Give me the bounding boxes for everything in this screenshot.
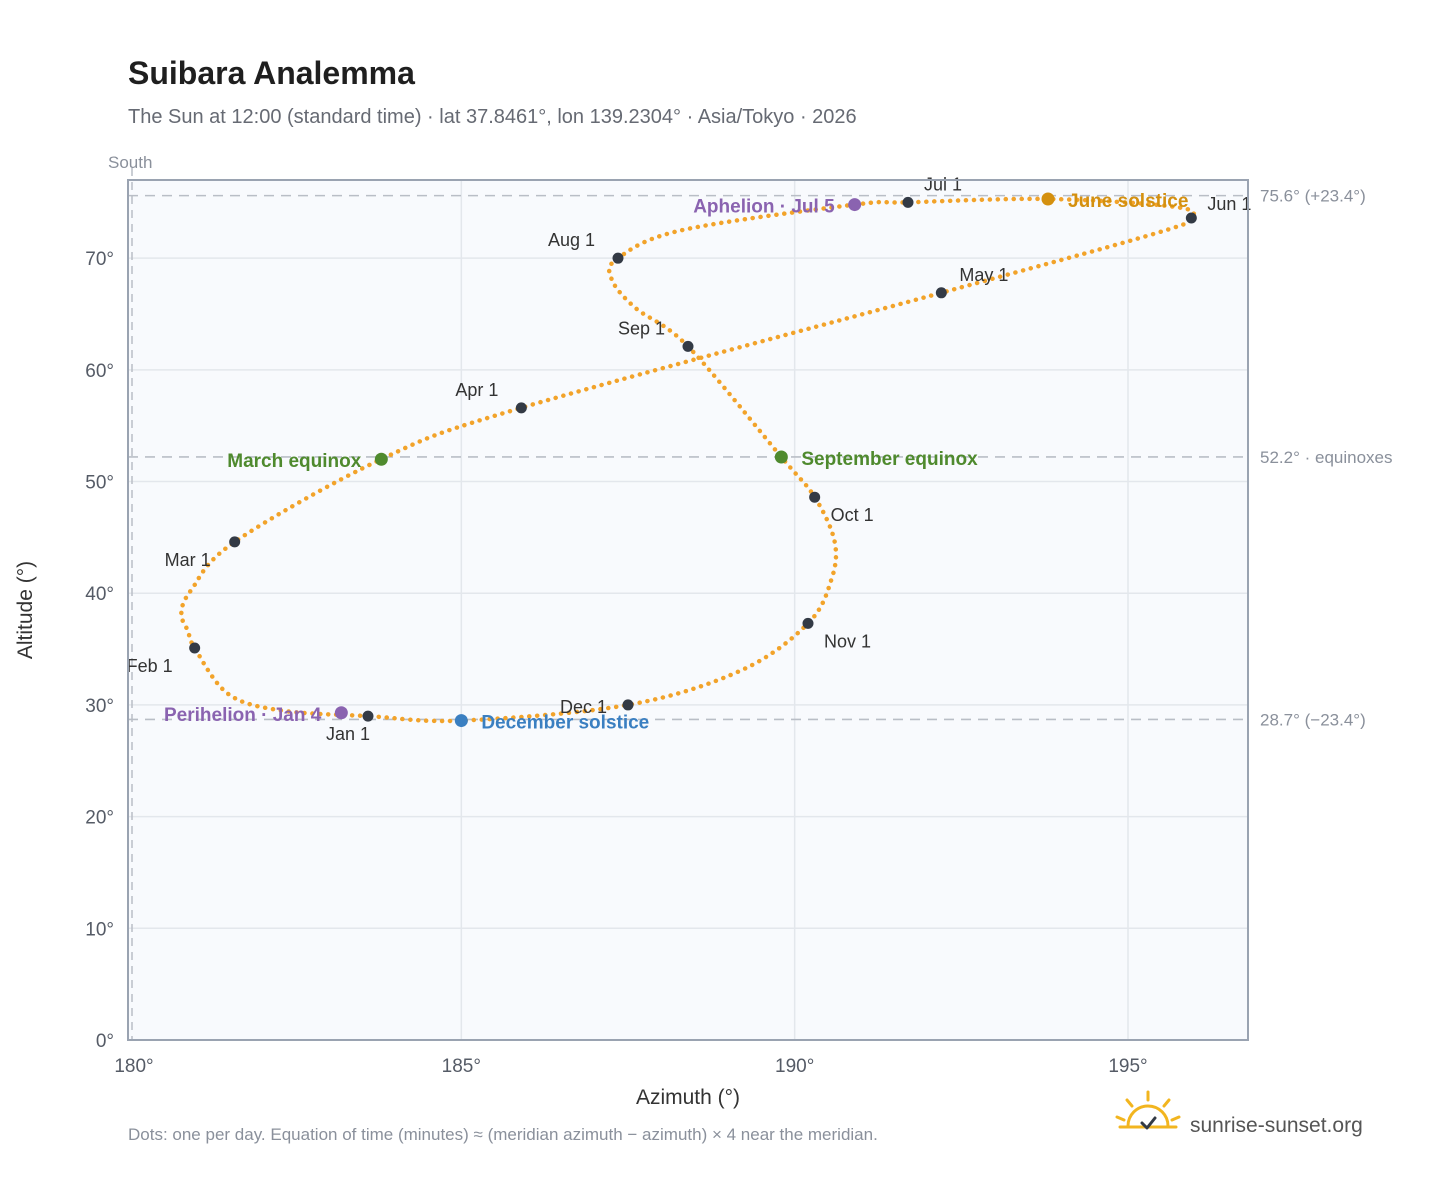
month-label: May 1 <box>959 265 1008 285</box>
month-label: Dec 1 <box>560 697 607 717</box>
y-tick-label: 70° <box>85 249 114 270</box>
brand-text: sunrise-sunset.org <box>1190 1114 1363 1137</box>
month-label: Sep 1 <box>618 318 665 338</box>
chart-title: Suibara Analemma <box>128 55 415 91</box>
x-axis-ticks: 180° 185° 190° 195° <box>114 1056 1147 1077</box>
month-marker <box>935 287 947 299</box>
month-label: Jan 1 <box>326 724 370 744</box>
x-axis-label: Azimuth (°) <box>636 1086 740 1109</box>
month-marker <box>515 402 527 414</box>
month-label: Oct 1 <box>831 505 874 525</box>
plot-area <box>128 180 1248 1040</box>
month-label: Nov 1 <box>824 631 871 651</box>
month-label: Feb 1 <box>127 656 173 676</box>
x-tick-label: 190° <box>775 1056 814 1077</box>
event-markers: March equinox September equinox June solst… <box>164 191 1188 734</box>
y-axis-ticks: 0° 10° 20° 30° 40° 50° 60° 70° <box>85 249 114 1052</box>
month-marker <box>362 710 374 722</box>
event-label: Perihelion · Jan 4 <box>164 705 322 726</box>
month-marker <box>229 536 241 548</box>
event-marker <box>374 452 388 466</box>
month-marker <box>802 617 814 629</box>
month-label: Mar 1 <box>165 550 211 570</box>
event-label: June solstice <box>1068 191 1188 212</box>
y-axis-label: Altitude (°) <box>14 561 37 659</box>
y-tick-label: 60° <box>85 361 114 382</box>
x-tick-label: 185° <box>442 1056 481 1077</box>
month-marker <box>1185 212 1197 224</box>
x-tick-label: 195° <box>1108 1056 1147 1077</box>
y-tick-label: 40° <box>85 584 114 605</box>
reference-lines: 75.6° (+23.4°) 52.2° · equinoxes 28.7° (−2… <box>128 187 1393 729</box>
event-label: September equinox <box>801 449 978 470</box>
footnote: Dots: one per day. Equation of time (min… <box>128 1125 878 1144</box>
month-label: Apr 1 <box>455 380 498 400</box>
sun-check-icon <box>1115 1090 1181 1130</box>
y-tick-label: 20° <box>85 808 114 829</box>
month-marker <box>189 642 201 654</box>
month-marker <box>612 252 624 264</box>
event-marker <box>334 706 348 720</box>
y-tick-label: 30° <box>85 696 114 717</box>
south-label: South <box>108 153 152 172</box>
event-label: March equinox <box>227 451 362 472</box>
reference-line-label: 75.6° (+23.4°) <box>1260 187 1366 206</box>
event-marker <box>848 198 862 212</box>
event-marker <box>1041 192 1055 206</box>
month-label: Aug 1 <box>548 230 595 250</box>
y-tick-label: 0° <box>96 1031 114 1052</box>
event-label: Aphelion · Jul 5 <box>693 197 835 218</box>
event-label: December solstice <box>481 713 649 734</box>
month-marker <box>682 340 694 352</box>
plot-border <box>127 179 1249 1041</box>
month-marker <box>622 699 634 711</box>
month-label: Jul 1 <box>924 174 962 194</box>
month-marker <box>809 491 821 503</box>
x-tick-label: 180° <box>114 1056 153 1077</box>
analemma-daily-dots <box>179 196 1197 724</box>
month-label: Jun 1 <box>1207 194 1251 214</box>
y-tick-label: 50° <box>85 473 114 494</box>
chart-subtitle: The Sun at 12:00 (standard time) · lat 3… <box>128 106 857 128</box>
y-tick-label: 10° <box>85 919 114 940</box>
event-marker <box>454 714 468 728</box>
month-marker <box>902 196 914 208</box>
event-marker <box>774 450 788 464</box>
reference-line-label: 28.7° (−23.4°) <box>1260 710 1366 729</box>
analemma-path <box>179 196 1197 724</box>
reference-line-label: 52.2° · equinoxes <box>1260 448 1393 467</box>
